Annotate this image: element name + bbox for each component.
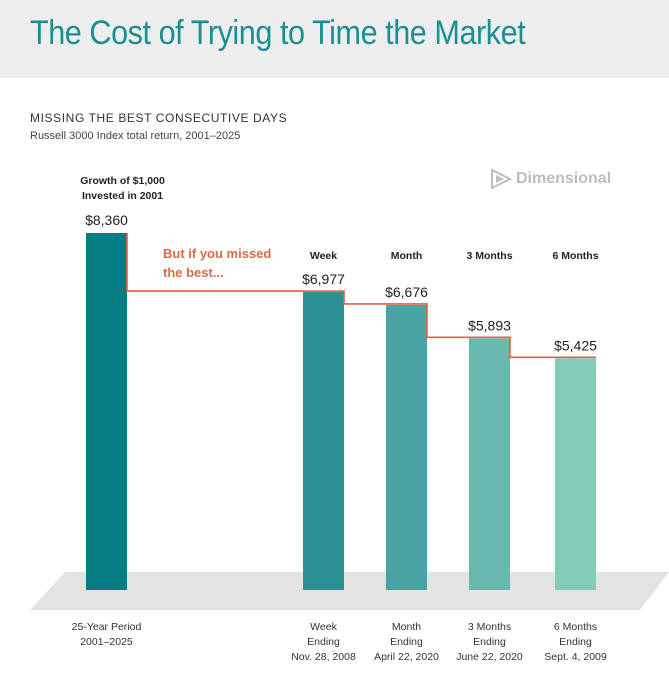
- page-title: The Cost of Trying to Time the Market: [30, 14, 526, 52]
- labels-layer: $8,360 25-Year Period 2001–2025 $6,977 Week W…: [72, 175, 607, 663]
- bottom-label-3: Month Ending April 22, 2020: [374, 621, 439, 663]
- bottom-label-2: Week Ending Nov. 28, 2008: [291, 621, 356, 663]
- bar-5: [555, 358, 596, 590]
- bar-2: [303, 292, 344, 590]
- bars-layer: [86, 233, 596, 590]
- bottom-label-1: 25-Year Period 2001–2025: [72, 621, 142, 648]
- value-label-4: $5,893: [468, 317, 511, 333]
- brand-logo: Dimensional: [490, 168, 611, 190]
- value-label-5: $5,425: [554, 337, 597, 353]
- bar-4: [469, 338, 510, 590]
- value-label-3: $6,676: [385, 284, 428, 300]
- bottom-label-5: 6 Months Ending Sept. 4, 2009: [544, 621, 607, 663]
- value-label-2: $6,977: [302, 271, 345, 287]
- top-label-2: Week: [310, 250, 337, 262]
- top-label-5: 6 Months: [552, 250, 598, 262]
- value-label-1: $8,360: [85, 212, 128, 228]
- missed-days-line: [126, 233, 596, 359]
- brand-name: Dimensional: [516, 170, 612, 187]
- intro-label: Growth of $1,000 Invested in 2001: [80, 175, 165, 202]
- top-label-3: Month: [391, 250, 423, 262]
- annotation-label: But if you missed the best...: [163, 246, 271, 280]
- dimensional-logo-icon: [491, 168, 512, 190]
- chart-source-note: Russell 3000 Index total return, 2001–20…: [30, 130, 241, 142]
- title-band: [0, 0, 669, 78]
- bottom-label-4: 3 Months Ending June 22, 2020: [456, 621, 523, 663]
- top-label-4: 3 Months: [466, 250, 512, 262]
- bar-1: [86, 233, 127, 590]
- bar-3: [386, 304, 427, 590]
- chart-subtitle: MISSING THE BEST CONSECUTIVE DAYS: [30, 111, 288, 125]
